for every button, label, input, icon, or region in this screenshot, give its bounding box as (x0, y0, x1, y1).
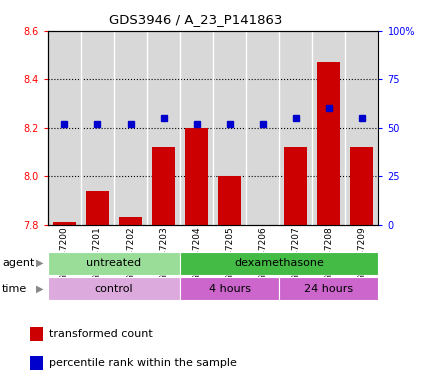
Text: time: time (2, 284, 27, 294)
Bar (48, 277, 180, 300)
Bar (118, 217, 142, 225)
Text: ▶: ▶ (36, 284, 44, 294)
Bar (316, 62, 340, 225)
Text: GDS3946 / A_23_P141863: GDS3946 / A_23_P141863 (109, 13, 282, 26)
Text: dexamethasone: dexamethasone (234, 258, 323, 268)
Text: agent: agent (2, 258, 34, 268)
Bar (279, 277, 378, 300)
Bar (283, 147, 307, 225)
Text: control: control (95, 284, 133, 294)
Text: percentile rank within the sample: percentile rank within the sample (49, 358, 237, 368)
Text: 24 hours: 24 hours (304, 284, 352, 294)
Bar (180, 277, 279, 300)
Bar (180, 252, 378, 275)
Bar (349, 147, 373, 225)
Bar (85, 191, 109, 225)
Bar (184, 128, 208, 225)
Bar (30, 327, 43, 341)
Bar (250, 225, 274, 230)
Bar (217, 176, 241, 225)
Text: untreated: untreated (86, 258, 141, 268)
Bar (48, 252, 180, 275)
Text: ▶: ▶ (36, 258, 44, 268)
Bar (151, 147, 175, 225)
Bar (30, 356, 43, 370)
Text: transformed count: transformed count (49, 329, 153, 339)
Bar (53, 222, 76, 225)
Text: 4 hours: 4 hours (208, 284, 250, 294)
